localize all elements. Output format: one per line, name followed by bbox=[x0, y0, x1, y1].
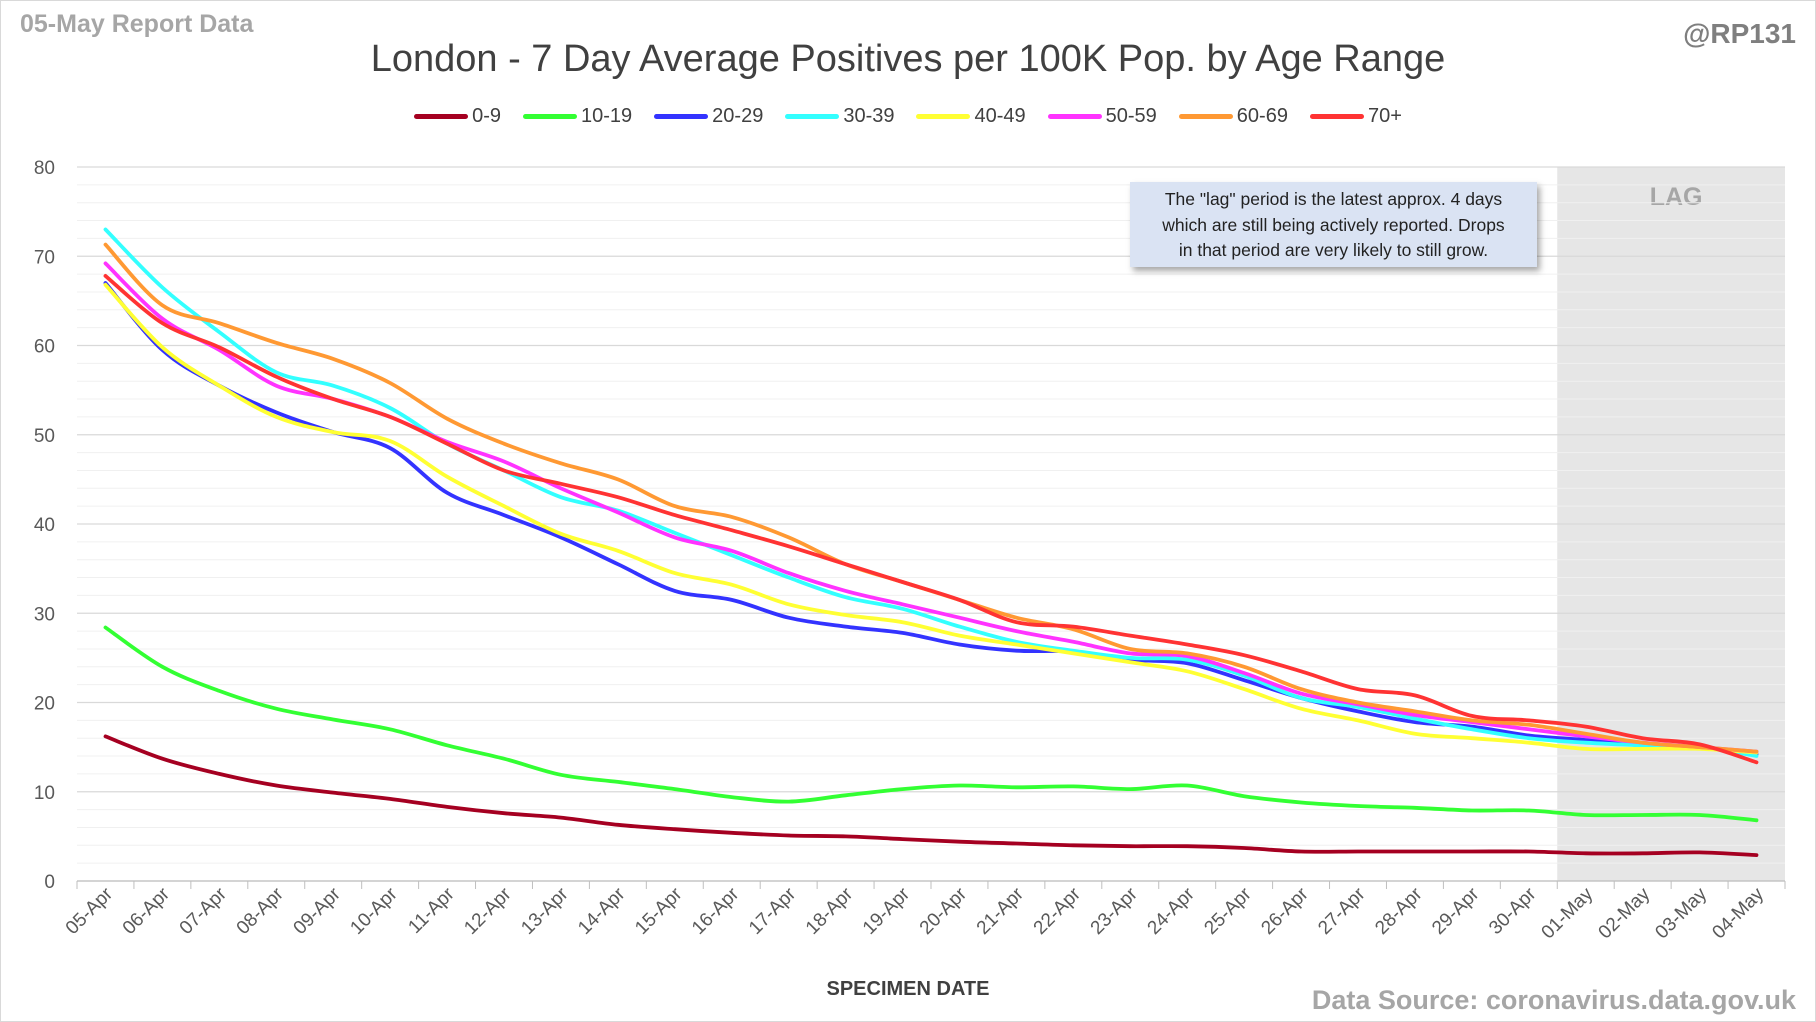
legend-item: 30-39 bbox=[785, 105, 894, 128]
annotation-line-3: in that period are very likely to still … bbox=[1178, 240, 1489, 260]
x-tick-label: 26-Apr bbox=[1257, 883, 1313, 939]
legend-label: 20-29 bbox=[712, 105, 764, 127]
x-tick-label: 16-Apr bbox=[688, 883, 744, 939]
y-tick-label: 60 bbox=[34, 337, 55, 358]
legend-swatch bbox=[414, 114, 469, 119]
y-tick-label: 0 bbox=[44, 872, 55, 893]
series-line-40-49 bbox=[103, 282, 1759, 755]
x-tick-label: 23-Apr bbox=[1087, 883, 1143, 939]
x-tick-label: 30-Apr bbox=[1485, 883, 1541, 939]
legend-item: 20-29 bbox=[654, 105, 763, 128]
x-tick-label: 06-Apr bbox=[119, 883, 175, 939]
x-tick-label: 27-Apr bbox=[1314, 883, 1370, 939]
legend-swatch bbox=[1047, 114, 1102, 119]
series-line-10-19 bbox=[103, 625, 1759, 823]
legend-item: 70+ bbox=[1309, 105, 1402, 128]
legend-swatch bbox=[523, 114, 578, 119]
legend-label: 50-59 bbox=[1105, 105, 1157, 127]
series-line-60-69 bbox=[103, 242, 1759, 754]
x-tick-label: 12-Apr bbox=[460, 883, 516, 939]
x-tick-label: 24-Apr bbox=[1144, 883, 1200, 939]
y-tick-label: 20 bbox=[34, 694, 55, 715]
x-tick-label: 07-Apr bbox=[176, 883, 232, 939]
author-handle: @RP131 bbox=[1683, 18, 1796, 49]
legend-item: 60-69 bbox=[1178, 105, 1288, 128]
y-tick-label: 40 bbox=[34, 515, 55, 536]
x-tick-label: 04-May bbox=[1708, 883, 1768, 943]
x-tick-label: 09-Apr bbox=[290, 883, 346, 939]
x-tick-label: 20-Apr bbox=[916, 883, 972, 939]
x-tick-label: 21-Apr bbox=[973, 883, 1029, 939]
data-source-label: Data Source: coronavirus.data.gov.uk bbox=[1311, 985, 1796, 1015]
x-tick-label: 28-Apr bbox=[1371, 883, 1427, 939]
y-tick-label: 50 bbox=[34, 426, 55, 447]
series-line-70plus bbox=[103, 274, 1759, 765]
lag-label: LAG bbox=[1650, 183, 1703, 211]
y-tick-label: 70 bbox=[34, 247, 55, 268]
lag-annotation-box: The "lag" period is the latest approx. 4… bbox=[1130, 182, 1537, 267]
legend-swatch bbox=[785, 114, 840, 119]
legend-item: 50-59 bbox=[1047, 105, 1157, 128]
x-tick-label: 10-Apr bbox=[346, 883, 402, 939]
x-axis-title: SPECIMEN DATE bbox=[826, 978, 990, 1000]
x-tick-label: 19-Apr bbox=[859, 883, 915, 939]
chart-title: London - 7 Day Average Positives per 100… bbox=[370, 38, 1446, 80]
x-tick-label: 18-Apr bbox=[802, 883, 858, 939]
legend-item: 10-19 bbox=[523, 105, 632, 128]
x-tick-label: 22-Apr bbox=[1030, 883, 1086, 939]
chart-legend: 0-9 10-19 20-29 30-39 40-49 50-59 60-69 70+ bbox=[0, 105, 1816, 128]
y-tick-label: 10 bbox=[34, 783, 55, 804]
series-line-0-9 bbox=[103, 734, 1759, 857]
series-line-30-39 bbox=[103, 227, 1759, 758]
legend-label: 10-19 bbox=[581, 105, 633, 127]
x-tick-label: 03-May bbox=[1651, 883, 1711, 943]
x-tick-label: 05-Apr bbox=[62, 883, 118, 939]
x-tick-label: 08-Apr bbox=[233, 883, 289, 939]
annotation-line-1: The "lag" period is the latest approx. 4… bbox=[1164, 189, 1503, 209]
legend-swatch bbox=[654, 114, 709, 119]
x-tick-label: 17-Apr bbox=[745, 883, 801, 939]
x-tick-label: 01-May bbox=[1538, 883, 1598, 943]
legend-label: 40-49 bbox=[974, 105, 1026, 127]
x-tick-label: 13-Apr bbox=[517, 883, 573, 939]
y-tick-label: 30 bbox=[34, 604, 55, 625]
legend-swatch bbox=[1309, 114, 1364, 119]
y-tick-label: 80 bbox=[34, 158, 55, 179]
legend-label: 30-39 bbox=[843, 105, 895, 127]
legend-label: 60-69 bbox=[1236, 105, 1288, 127]
legend-label: 70+ bbox=[1367, 105, 1402, 127]
annotation-line-2: which are still being actively reported.… bbox=[1162, 214, 1505, 235]
x-tick-label: 29-Apr bbox=[1428, 883, 1484, 939]
legend-item: 0-9 bbox=[414, 105, 501, 128]
x-tick-label: 25-Apr bbox=[1200, 883, 1256, 939]
x-tick-label: 11-Apr bbox=[404, 883, 459, 938]
legend-swatch bbox=[1178, 114, 1233, 119]
legend-label: 0-9 bbox=[472, 105, 502, 127]
x-tick-label: 14-Apr bbox=[574, 883, 630, 939]
series-line-20-29 bbox=[103, 281, 1759, 757]
x-tick-label: 15-Apr bbox=[631, 883, 687, 939]
series-line-50-59 bbox=[103, 261, 1759, 754]
x-tick-label: 02-May bbox=[1595, 883, 1655, 943]
report-date-label: 05-May Report Data bbox=[20, 10, 254, 38]
legend-item: 40-49 bbox=[916, 105, 1026, 128]
legend-swatch bbox=[916, 114, 971, 119]
